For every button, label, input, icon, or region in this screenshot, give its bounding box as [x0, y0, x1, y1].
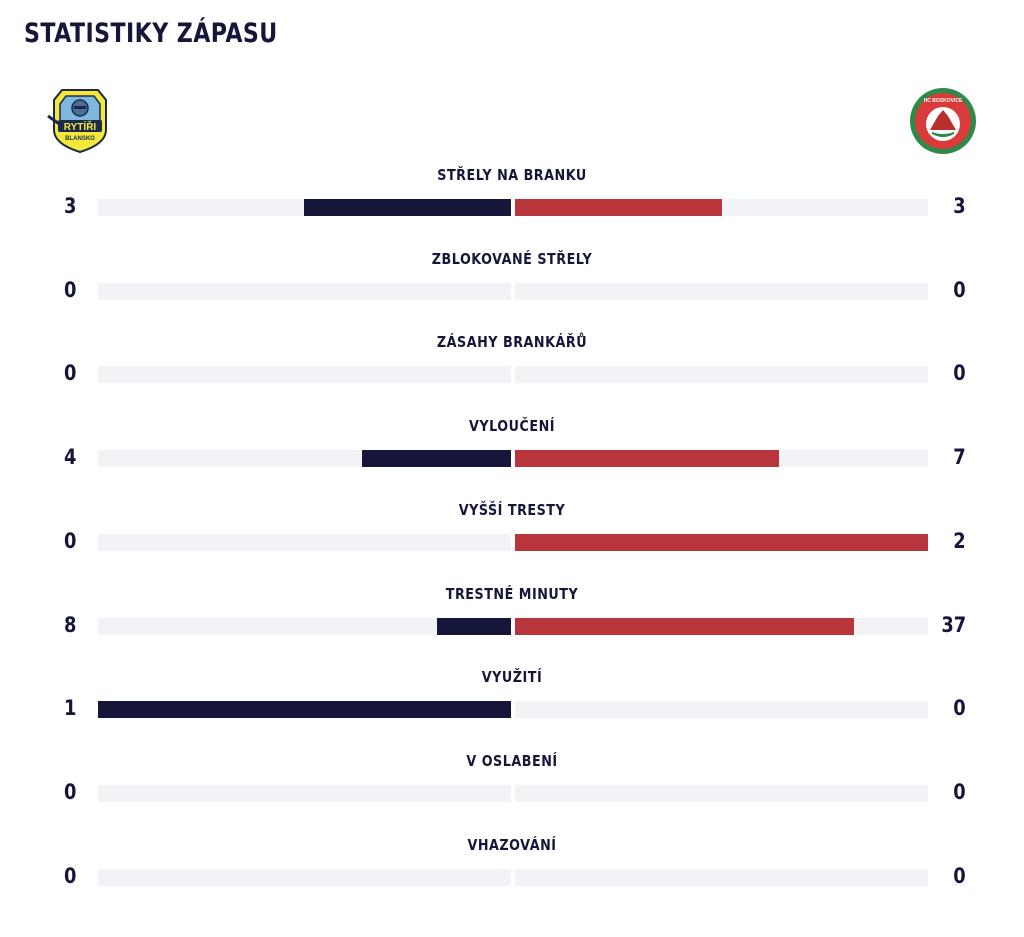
stat-row: V OSLABENÍ 0 0 — [0, 752, 1024, 822]
home-bar-background — [98, 199, 511, 216]
stat-row: VHAZOVÁNÍ 0 0 — [0, 836, 1024, 906]
home-bar-background — [98, 366, 511, 384]
home-stat-value: 0 — [64, 277, 77, 302]
stat-row: VYŠŠÍ TRESTY 0 2 — [0, 501, 1024, 571]
away-logo-text: HC BOSKOVICE — [924, 98, 963, 104]
away-stat-value: 0 — [953, 277, 966, 302]
away-stat-bar — [515, 533, 928, 551]
home-stat-bar — [437, 617, 511, 635]
away-stat-bar — [515, 199, 722, 216]
away-bar-background — [515, 617, 928, 635]
stat-label: VYLOUČENÍ — [468, 417, 556, 436]
stat-bar-track — [98, 450, 928, 468]
stat-row: ZÁSAHY BRANKÁŘŮ 0 0 — [0, 333, 1024, 403]
home-stat-value: 4 — [64, 445, 77, 470]
away-bar-background — [515, 366, 928, 384]
page-title: STATISTIKY ZÁPASU — [24, 18, 278, 49]
home-bar-background — [98, 701, 511, 719]
stat-label: TRESTNÉ MINUTY — [445, 584, 579, 603]
home-bar-background — [98, 617, 511, 635]
away-bar-background — [515, 533, 928, 551]
stat-row: VYLOUČENÍ 4 7 — [0, 417, 1024, 487]
home-stat-value: 0 — [64, 528, 77, 553]
stat-row: VYUŽITÍ 1 0 — [0, 668, 1024, 738]
stat-bar-track — [98, 868, 928, 886]
away-stat-value: 3 — [953, 194, 966, 218]
stat-bar-track — [98, 199, 928, 216]
home-bar-background — [98, 450, 511, 468]
away-stat-value: 0 — [953, 863, 966, 888]
away-stat-bar — [515, 450, 779, 468]
stat-bar-track — [98, 784, 928, 802]
stat-label: ZÁSAHY BRANKÁŘŮ — [436, 333, 588, 352]
stat-label: VYUŽITÍ — [481, 668, 543, 687]
away-stat-value: 0 — [953, 779, 966, 804]
away-bar-background — [515, 868, 928, 886]
stat-label: ZBLOKOVANÉ STŘELY — [431, 249, 593, 268]
home-stat-bar — [98, 701, 511, 719]
away-stat-value: 0 — [953, 696, 966, 721]
stat-label: V OSLABENÍ — [466, 751, 558, 770]
home-team-logo: RYTÍŘI BLANSKO — [44, 86, 114, 156]
away-bar-background — [515, 282, 928, 300]
stat-bar-track — [98, 701, 928, 719]
home-stat-bar — [304, 199, 511, 216]
home-stat-value: 3 — [64, 194, 77, 218]
stat-row: TRESTNÉ MINUTY 8 37 — [0, 585, 1024, 655]
home-stat-value: 8 — [64, 612, 77, 637]
stat-bar-track — [98, 282, 928, 300]
away-bar-background — [515, 450, 928, 468]
home-stat-value: 1 — [64, 696, 77, 721]
away-team-logo: HC BOSKOVICE — [908, 86, 978, 156]
stat-bar-track — [98, 366, 928, 384]
away-stat-value: 37 — [941, 612, 966, 637]
away-stat-value: 0 — [953, 361, 966, 386]
home-bar-background — [98, 533, 511, 551]
home-logo-text-main: RYTÍŘI — [64, 120, 97, 133]
home-stat-bar — [362, 450, 511, 468]
stat-bar-track — [98, 533, 928, 551]
stat-label: STŘELY NA BRANKU — [437, 166, 587, 184]
home-logo-text-sub: BLANSKO — [65, 136, 95, 142]
home-bar-background — [98, 868, 511, 886]
away-bar-background — [515, 199, 928, 216]
home-bar-background — [98, 282, 511, 300]
away-stat-bar — [515, 617, 854, 635]
stat-bar-track — [98, 617, 928, 635]
away-bar-background — [515, 784, 928, 802]
away-stat-value: 7 — [953, 445, 966, 470]
home-stat-value: 0 — [64, 361, 77, 386]
stat-row: STŘELY NA BRANKU 3 3 — [0, 166, 1024, 236]
home-stat-value: 0 — [64, 863, 77, 888]
stat-label: VHAZOVÁNÍ — [467, 835, 557, 854]
away-bar-background — [515, 701, 928, 719]
away-stat-value: 2 — [953, 528, 966, 553]
home-stat-value: 0 — [64, 779, 77, 804]
home-bar-background — [98, 784, 511, 802]
stat-row: ZBLOKOVANÉ STŘELY 0 0 — [0, 250, 1024, 320]
stat-label: VYŠŠÍ TRESTY — [458, 500, 566, 519]
